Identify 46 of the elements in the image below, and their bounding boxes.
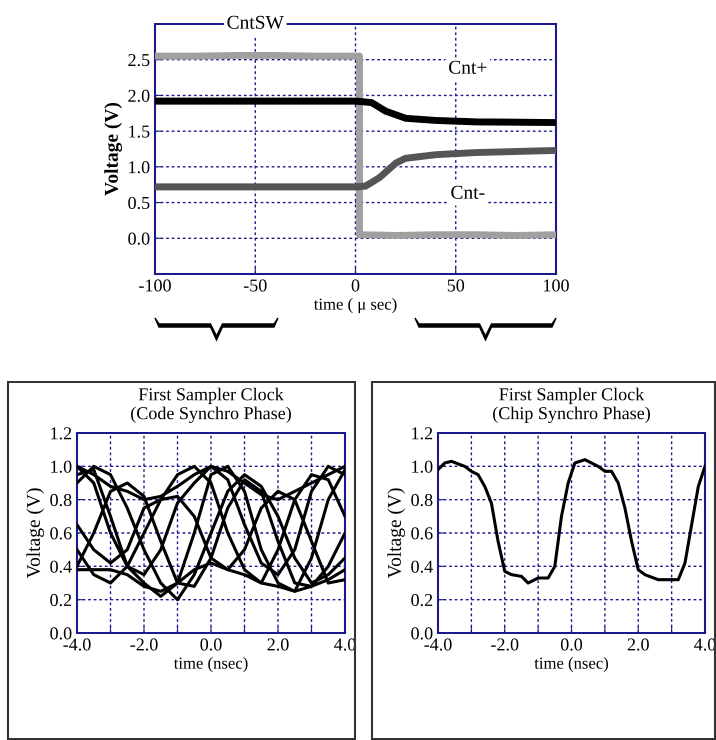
y-tick-label: 0.0 [50, 627, 72, 640]
y-tick-label: 2.5 [128, 54, 150, 66]
y-axis-title: Voltage (V) [387, 488, 406, 578]
x-axis-title: time ( μ sec) [314, 298, 396, 314]
y-tick-label: 0.6 [50, 527, 72, 540]
y-tick-label: 0.4 [50, 560, 72, 573]
text: Cnt+ [449, 60, 486, 74]
y-tick-label: 0.0 [411, 627, 432, 640]
x-tick-label: 100 [544, 279, 569, 292]
chart-title: First Sampler Clock [499, 388, 644, 404]
y-tick-label: 1.0 [129, 161, 150, 174]
chart-subtitle: (Code Synchro Phase) [131, 406, 291, 424]
y-tick-label: 0.2 [50, 594, 72, 606]
y-tick-label: 1.0 [412, 460, 432, 473]
y-tick-label: 1.2 [412, 427, 432, 440]
y-axis-title: Voltage (V) [104, 102, 122, 196]
x-tick-label: -4.0 [63, 638, 91, 651]
y-tick-label: 1.5 [129, 125, 150, 138]
x-axis-title: time (nsec) [174, 657, 248, 672]
x-tick-label: -4.0 [424, 638, 452, 651]
y-tick-label: 0.4 [411, 560, 433, 573]
x-tick-label: 2.0 [628, 638, 649, 651]
y-tick-label: 0.2 [411, 594, 432, 606]
x-tick-label: -100 [139, 279, 171, 292]
chart-title: First Sampler Clock [138, 388, 284, 404]
y-tick-label: 1.2 [51, 427, 72, 440]
series-label: Cnt- [451, 186, 484, 199]
x-tick-label: 2.0 [268, 638, 289, 651]
y-tick-label: 1.0 [51, 460, 72, 473]
y-tick-label: 0.5 [128, 196, 150, 210]
x-tick-label: 50 [448, 279, 464, 292]
y-axis-title: Voltage (V) [26, 488, 44, 578]
series-label: CntSW [227, 16, 284, 29]
y-tick-label: 0.6 [411, 527, 433, 540]
x-axis-title: time (nsec) [534, 657, 608, 672]
x-tick-label: 0.0 [200, 638, 222, 651]
x-tick-label: 0.0 [560, 638, 582, 651]
x-tick-label: 0 [352, 279, 360, 292]
y-tick-label: 0.8 [411, 494, 432, 506]
chart-subtitle: (Chip Synchro Phase) [493, 406, 650, 424]
y-tick-label: 0.8 [50, 494, 72, 506]
y-tick-label: 2.0 [128, 90, 150, 102]
y-tick-label: 0.0 [128, 232, 150, 245]
x-tick-label: -2.0 [130, 638, 158, 651]
x-tick-label: -2.0 [491, 638, 518, 651]
x-tick-label: -50 [244, 279, 267, 292]
